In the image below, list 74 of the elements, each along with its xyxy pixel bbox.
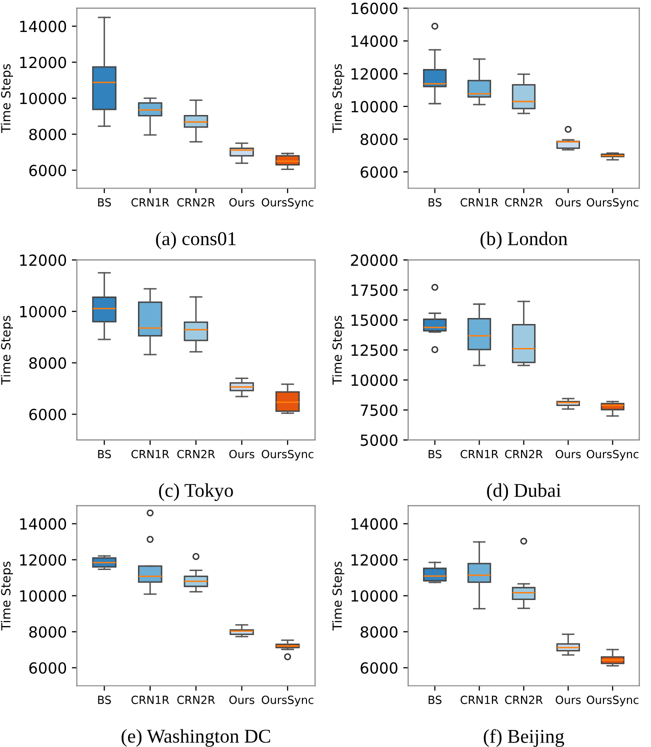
y-axis-title: Time Steps [332, 64, 344, 134]
x-tick-label: Ours [229, 198, 254, 207]
y-tick-label: 16000 [352, 2, 398, 14]
y-tick-label: 10000 [352, 100, 398, 112]
x-tick-label: BS [98, 198, 111, 207]
y-tick-label: 14000 [352, 518, 398, 530]
y-tick-label: 14000 [352, 35, 398, 47]
y-tick-label: 20000 [350, 254, 398, 266]
x-tick-label: Ours [556, 198, 581, 207]
y-tick-label: 14000 [20, 20, 66, 32]
x-tick-label: BS [428, 198, 442, 207]
text: (b) London [480, 232, 568, 250]
x-tick-label: OursSync [262, 450, 314, 460]
y-tick-label: 17500 [352, 284, 398, 296]
y-tick-label: 5000 [360, 434, 398, 446]
y-tick-label: 6000 [360, 662, 398, 674]
x-tick-label: CRN2R [505, 450, 543, 458]
y-tick-label: 14000 [20, 518, 66, 530]
x-tick-label: CRN2R [177, 696, 215, 704]
y-tick-label: 6000 [29, 408, 66, 420]
y-axis-title: Time Steps [332, 316, 344, 385]
y-tick-label: 15000 [352, 314, 398, 326]
y-tick-label: 10000 [20, 590, 66, 602]
x-tick-label: CRN1R [460, 198, 498, 207]
y-tick-label: 12000 [20, 254, 66, 266]
y-tick-label: 7500 [360, 404, 398, 416]
y-axis-title: Time Steps [0, 64, 13, 134]
x-tick-label: OursSync [586, 696, 638, 706]
text: (e) Washington DC [122, 729, 270, 747]
x-tick-label: BS [428, 696, 442, 704]
x-tick-label: BS [98, 450, 111, 458]
y-tick-label: 6000 [360, 166, 398, 178]
x-tick-label: OursSync [262, 198, 314, 209]
y-tick-label: 12000 [20, 554, 66, 566]
y-tick-label: 8000 [360, 626, 398, 638]
text: (d) Dubai [487, 483, 561, 501]
y-axis-title: Time Steps [0, 562, 13, 631]
y-tick-label: 8000 [29, 128, 66, 140]
y-tick-label: 6000 [29, 164, 66, 176]
y-tick-label: 12000 [352, 554, 398, 566]
x-tick-label: OursSync [586, 450, 638, 460]
y-axis-title: Time Steps [332, 562, 344, 631]
x-tick-label: Ours [229, 696, 254, 704]
x-tick-label: BS [98, 696, 111, 704]
text: (c) Tokyo [159, 483, 233, 501]
y-axis-title: Time Steps [0, 316, 13, 385]
y-tick-label: 6000 [29, 662, 66, 674]
y-tick-label: 10000 [352, 374, 398, 386]
x-tick-label: CRN2R [177, 450, 215, 458]
x-tick-label: CRN1R [460, 450, 498, 458]
x-tick-label: CRN1R [131, 450, 170, 458]
x-tick-label: CRN1R [460, 696, 498, 704]
y-tick-label: 12000 [352, 68, 398, 80]
y-tick-label: 12000 [20, 56, 66, 68]
y-tick-label: 8000 [360, 134, 398, 146]
x-tick-label: BS [428, 450, 442, 458]
text: (f) Beijing [484, 729, 564, 747]
y-tick-label: 10000 [20, 306, 66, 318]
x-tick-label: Ours [556, 696, 581, 704]
y-tick-label: 8000 [29, 357, 66, 369]
x-tick-label: Ours [556, 450, 581, 458]
x-tick-label: OursSync [586, 198, 638, 209]
y-tick-label: 10000 [20, 92, 66, 104]
y-tick-label: 10000 [352, 590, 398, 602]
x-tick-label: CRN2R [177, 198, 215, 207]
x-tick-label: OursSync [262, 696, 314, 706]
x-tick-label: CRN1R [131, 696, 170, 704]
text: (a) cons01 [156, 232, 236, 250]
x-tick-label: CRN2R [505, 198, 543, 207]
x-tick-label: CRN1R [131, 198, 170, 207]
y-tick-label: 12500 [352, 344, 398, 356]
y-tick-label: 8000 [29, 626, 66, 638]
x-tick-label: CRN2R [505, 696, 543, 704]
x-tick-label: Ours [229, 450, 254, 458]
